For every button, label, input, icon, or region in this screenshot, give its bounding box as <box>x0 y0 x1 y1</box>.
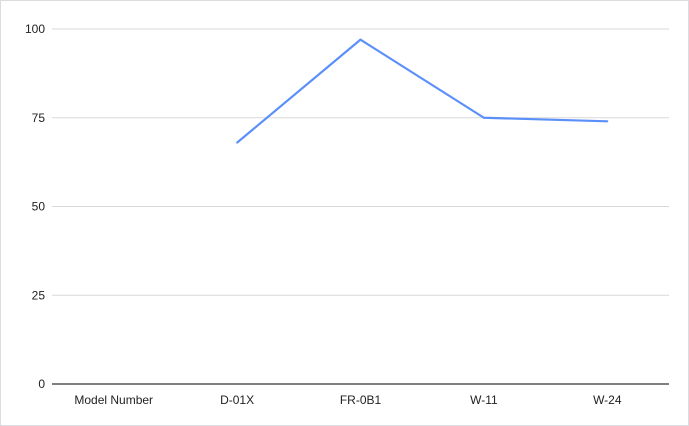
x-tick-label: FR-0B1 <box>340 393 382 407</box>
y-tick-label: 0 <box>38 377 45 391</box>
data-point <box>482 116 485 119</box>
x-tick-label: W-24 <box>593 393 622 407</box>
data-point <box>359 38 362 41</box>
y-tick-label: 75 <box>32 111 46 125</box>
series-line <box>236 38 608 144</box>
y-tick-label: 50 <box>32 200 46 214</box>
y-tick-label: 25 <box>32 288 46 302</box>
x-tick-label: D-01X <box>220 393 254 407</box>
data-point <box>236 141 239 144</box>
x-tick-label: Model Number <box>74 393 153 407</box>
x-tick-label: W-11 <box>470 393 498 407</box>
data-point <box>606 120 609 123</box>
y-tick-label: 100 <box>25 22 45 36</box>
